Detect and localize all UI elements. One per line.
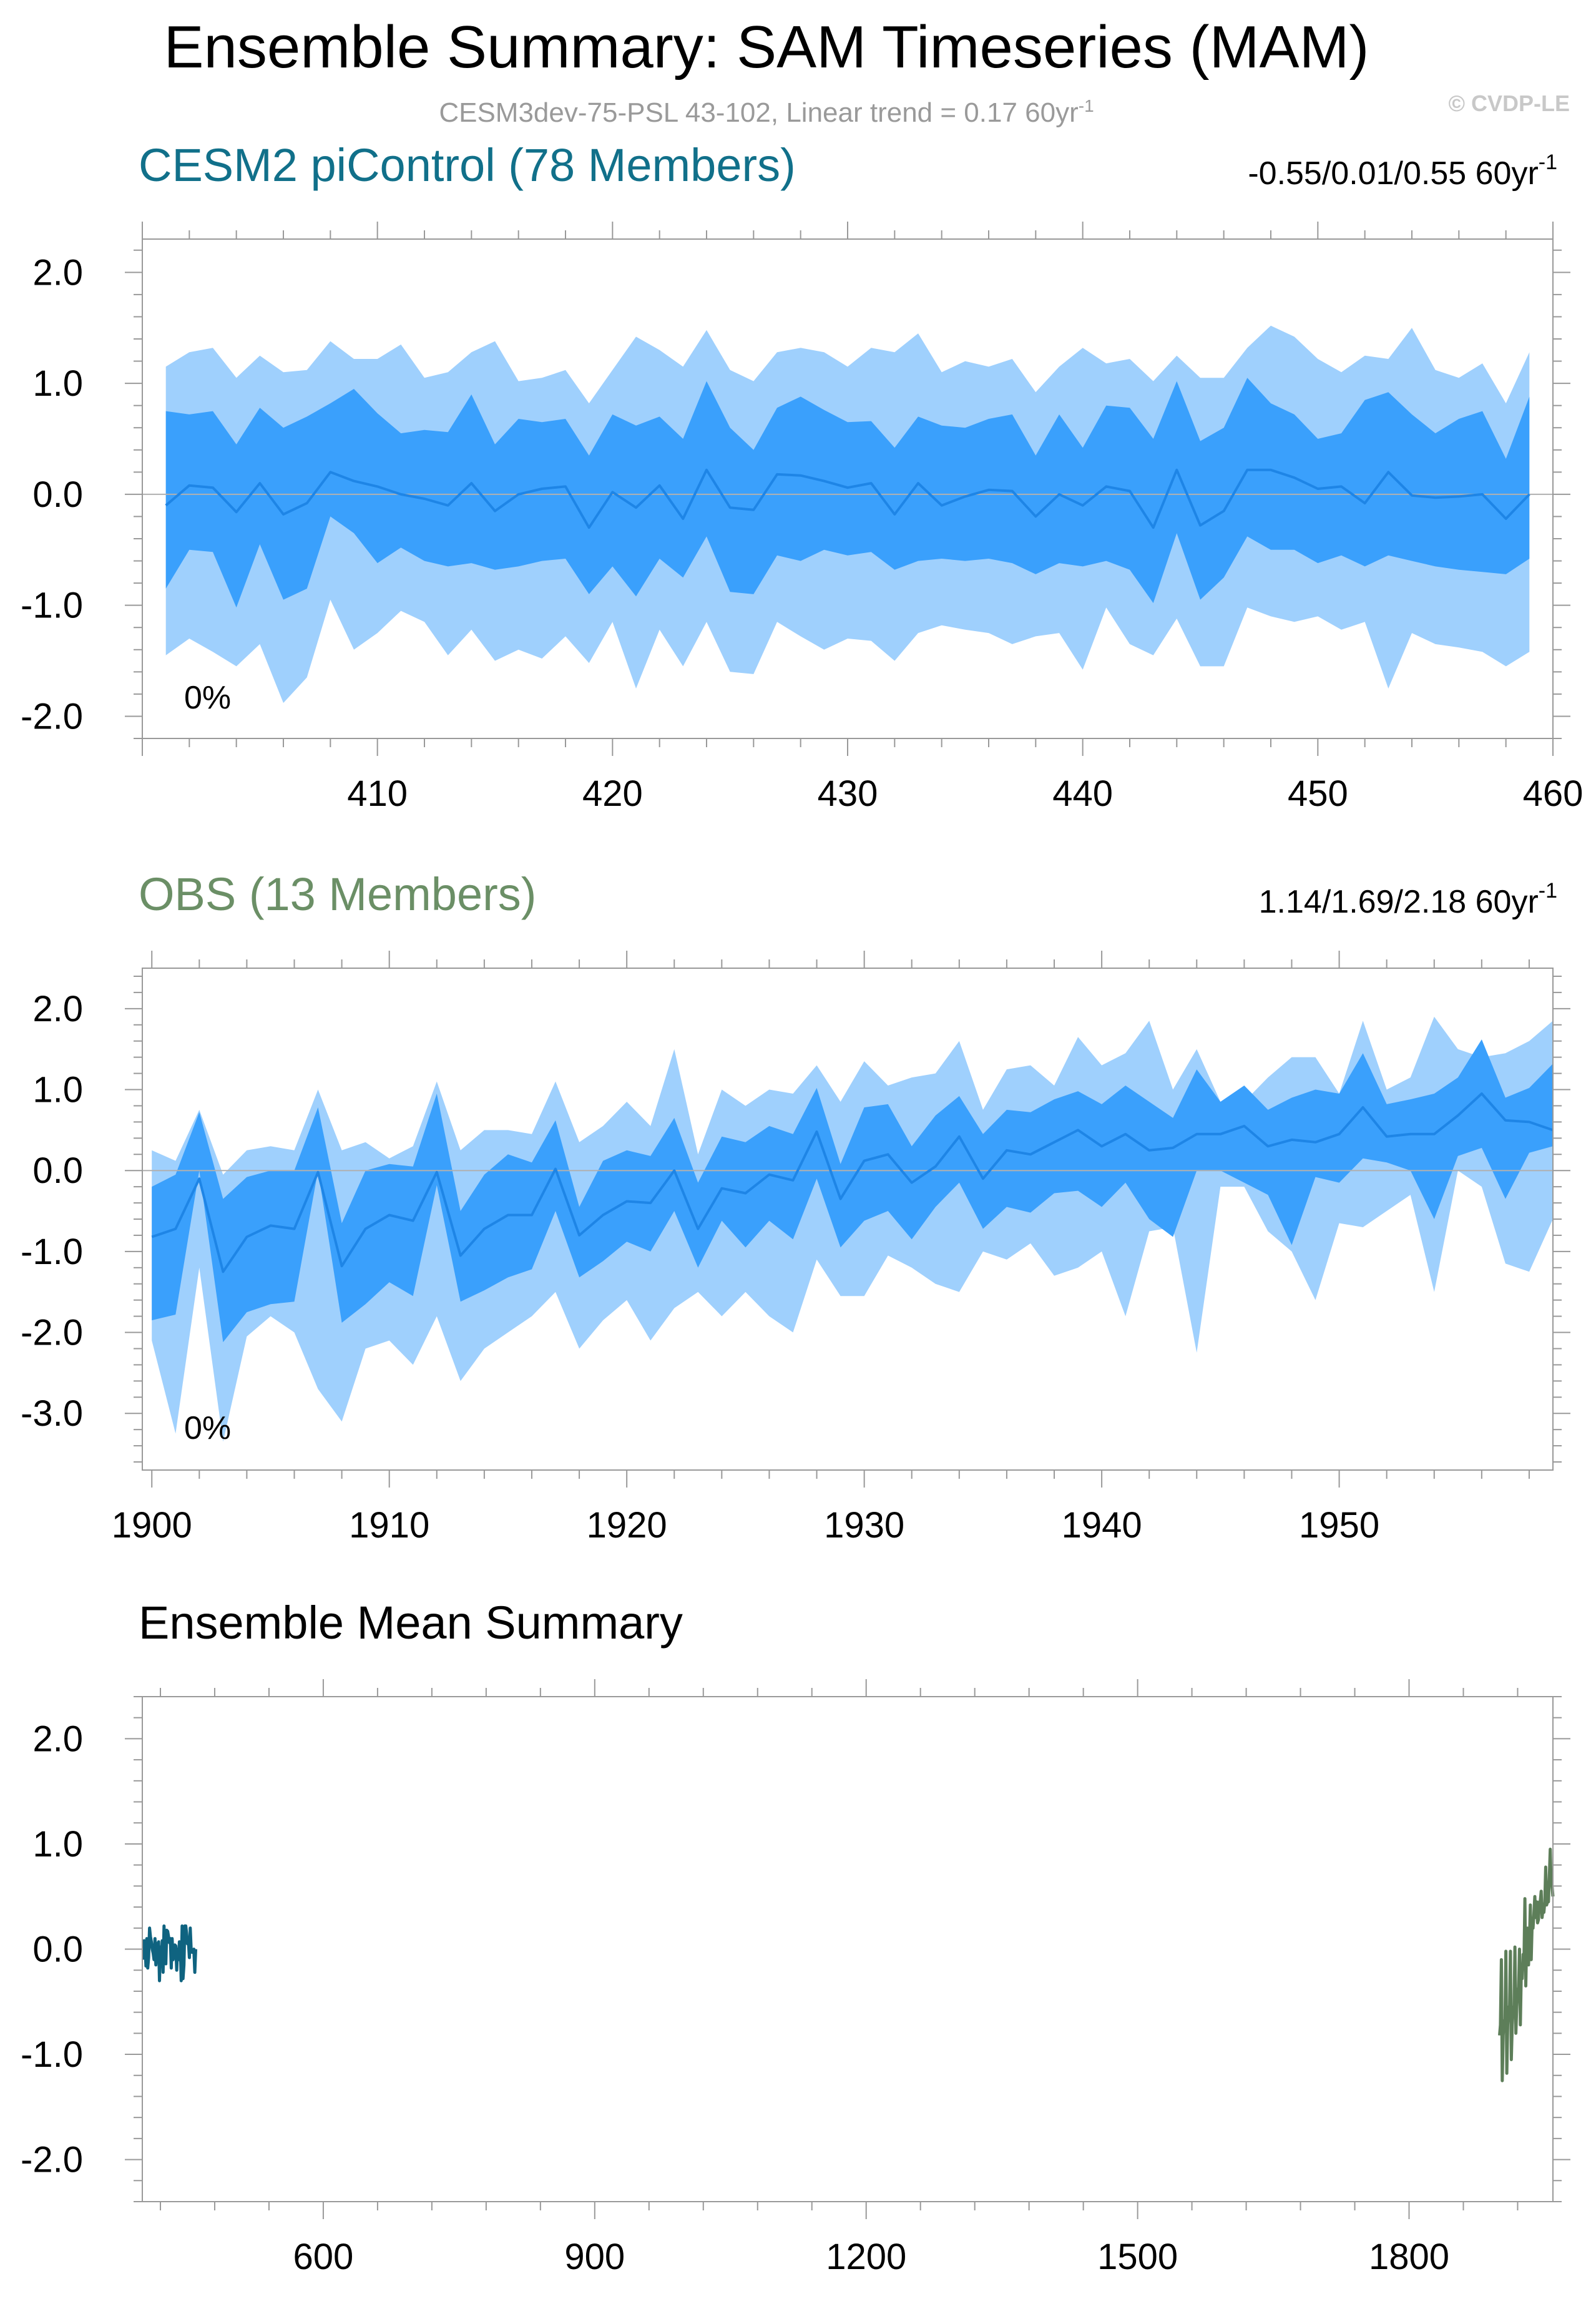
x-tick-label: 1940 xyxy=(1062,1505,1142,1546)
trend-range-obs: 1.14/1.69/2.18 60yr-1 xyxy=(1259,879,1557,920)
y-tick-label: 2.0 xyxy=(32,989,83,1029)
y-tick-label: -2.0 xyxy=(21,2140,83,2180)
panel-title-ensemble-mean: Ensemble Mean Summary xyxy=(139,1597,683,1649)
percent-label-obs: 0% xyxy=(184,1410,231,1446)
trend-range-obs-text: 1.14/1.69/2.18 60yr xyxy=(1259,884,1539,920)
panel-obs: OBS (13 Members) 1.14/1.69/2.18 60yr-1 2… xyxy=(21,868,1570,1546)
y-tick-label: 1.0 xyxy=(32,363,83,404)
x-tick-label: 1910 xyxy=(349,1505,429,1546)
panel-title-obs: OBS (13 Members) xyxy=(139,868,536,920)
x-tick-label: 1950 xyxy=(1299,1505,1379,1546)
watermark: © CVDP-LE xyxy=(1448,91,1570,116)
y-tick-label: -1.0 xyxy=(21,2034,83,2075)
y-tick-label: -3.0 xyxy=(21,1393,83,1434)
y-tick-label: -2.0 xyxy=(21,1313,83,1353)
y-tick-label: 1.0 xyxy=(32,1824,83,1865)
y-tick-label: -1.0 xyxy=(21,586,83,626)
obs-ensemble-mean-line xyxy=(151,1092,1554,1273)
x-tick-label: 410 xyxy=(347,773,408,814)
figure-title: Ensemble Summary: SAM Timeseries (MAM) xyxy=(164,14,1369,81)
subtitle-superscript: -1 xyxy=(1079,96,1094,115)
panel-title-cesm: CESM2 piControl (78 Members) xyxy=(139,139,796,191)
trend-range-cesm: -0.55/0.01/0.55 60yr-1 xyxy=(1248,150,1557,192)
x-tick-label: 1500 xyxy=(1097,2237,1178,2277)
plot-area-cesm: 2.0 1.0 0.0 -1.0 -2.0 410 420 430 440 450 460 xyxy=(21,222,1583,814)
x-tick-label: 1900 xyxy=(112,1505,192,1546)
plot-area-ensemble-mean: 2.0 1.0 0.0 -1.0 -2.0 600 900 1200 1500 1800 xyxy=(21,1679,1570,2277)
mean-summary-line-obs xyxy=(1498,1847,1555,2082)
percent-label-cesm: 0% xyxy=(184,680,231,716)
y-tick-label: -2.0 xyxy=(21,696,83,737)
panel-cesm: CESM2 piControl (78 Members) -0.55/0.01/… xyxy=(21,139,1583,814)
panel-ensemble-mean: Ensemble Mean Summary 2.0 1.0 0.0 -1.0 -2.0 6… xyxy=(21,1597,1570,2277)
subtitle-text: CESM3dev-75-PSL 43-102, Linear trend = 0… xyxy=(439,97,1078,128)
y-tick-label: 0.0 xyxy=(32,1150,83,1191)
x-tick-label: 900 xyxy=(564,2237,625,2277)
x-tick-label: 600 xyxy=(293,2237,354,2277)
x-tick-label: 1200 xyxy=(826,2237,906,2277)
y-tick-label: 1.0 xyxy=(32,1070,83,1110)
x-tick-label: 1920 xyxy=(587,1505,667,1546)
plot-frame-mean xyxy=(142,1696,1554,2202)
x-tick-label: 450 xyxy=(1288,773,1348,814)
x-tick-label: 1930 xyxy=(824,1505,904,1546)
y-tick-label: -1.0 xyxy=(21,1232,83,1272)
x-tick-label: 460 xyxy=(1523,773,1584,814)
y-tick-label: 0.0 xyxy=(32,1929,83,1970)
plot-area-obs: 2.0 1.0 0.0 -1.0 -2.0 -3.0 1900 1910 1920 1930 194… xyxy=(21,951,1570,1546)
x-tick-label: 420 xyxy=(582,773,643,814)
x-tick-label: 430 xyxy=(818,773,878,814)
y-tick-label: 2.0 xyxy=(32,1718,83,1759)
y-tick-label: 2.0 xyxy=(32,252,83,293)
trend-range-obs-sup: -1 xyxy=(1539,879,1557,903)
mean-summary-line-cesm xyxy=(141,1924,197,1983)
cesm-band-25-75 xyxy=(165,378,1530,608)
trend-range-cesm-text: -0.55/0.01/0.55 60yr xyxy=(1248,155,1538,192)
figure-subtitle: CESM3dev-75-PSL 43-102, Linear trend = 0… xyxy=(439,96,1094,128)
x-tick-label: 440 xyxy=(1052,773,1113,814)
trend-range-cesm-sup: -1 xyxy=(1539,150,1557,174)
cesm-ensemble-mean-line xyxy=(165,468,1530,529)
y-tick-label: 0.0 xyxy=(32,474,83,515)
x-tick-label: 1800 xyxy=(1369,2237,1449,2277)
obs-band-25-75 xyxy=(152,1039,1554,1343)
